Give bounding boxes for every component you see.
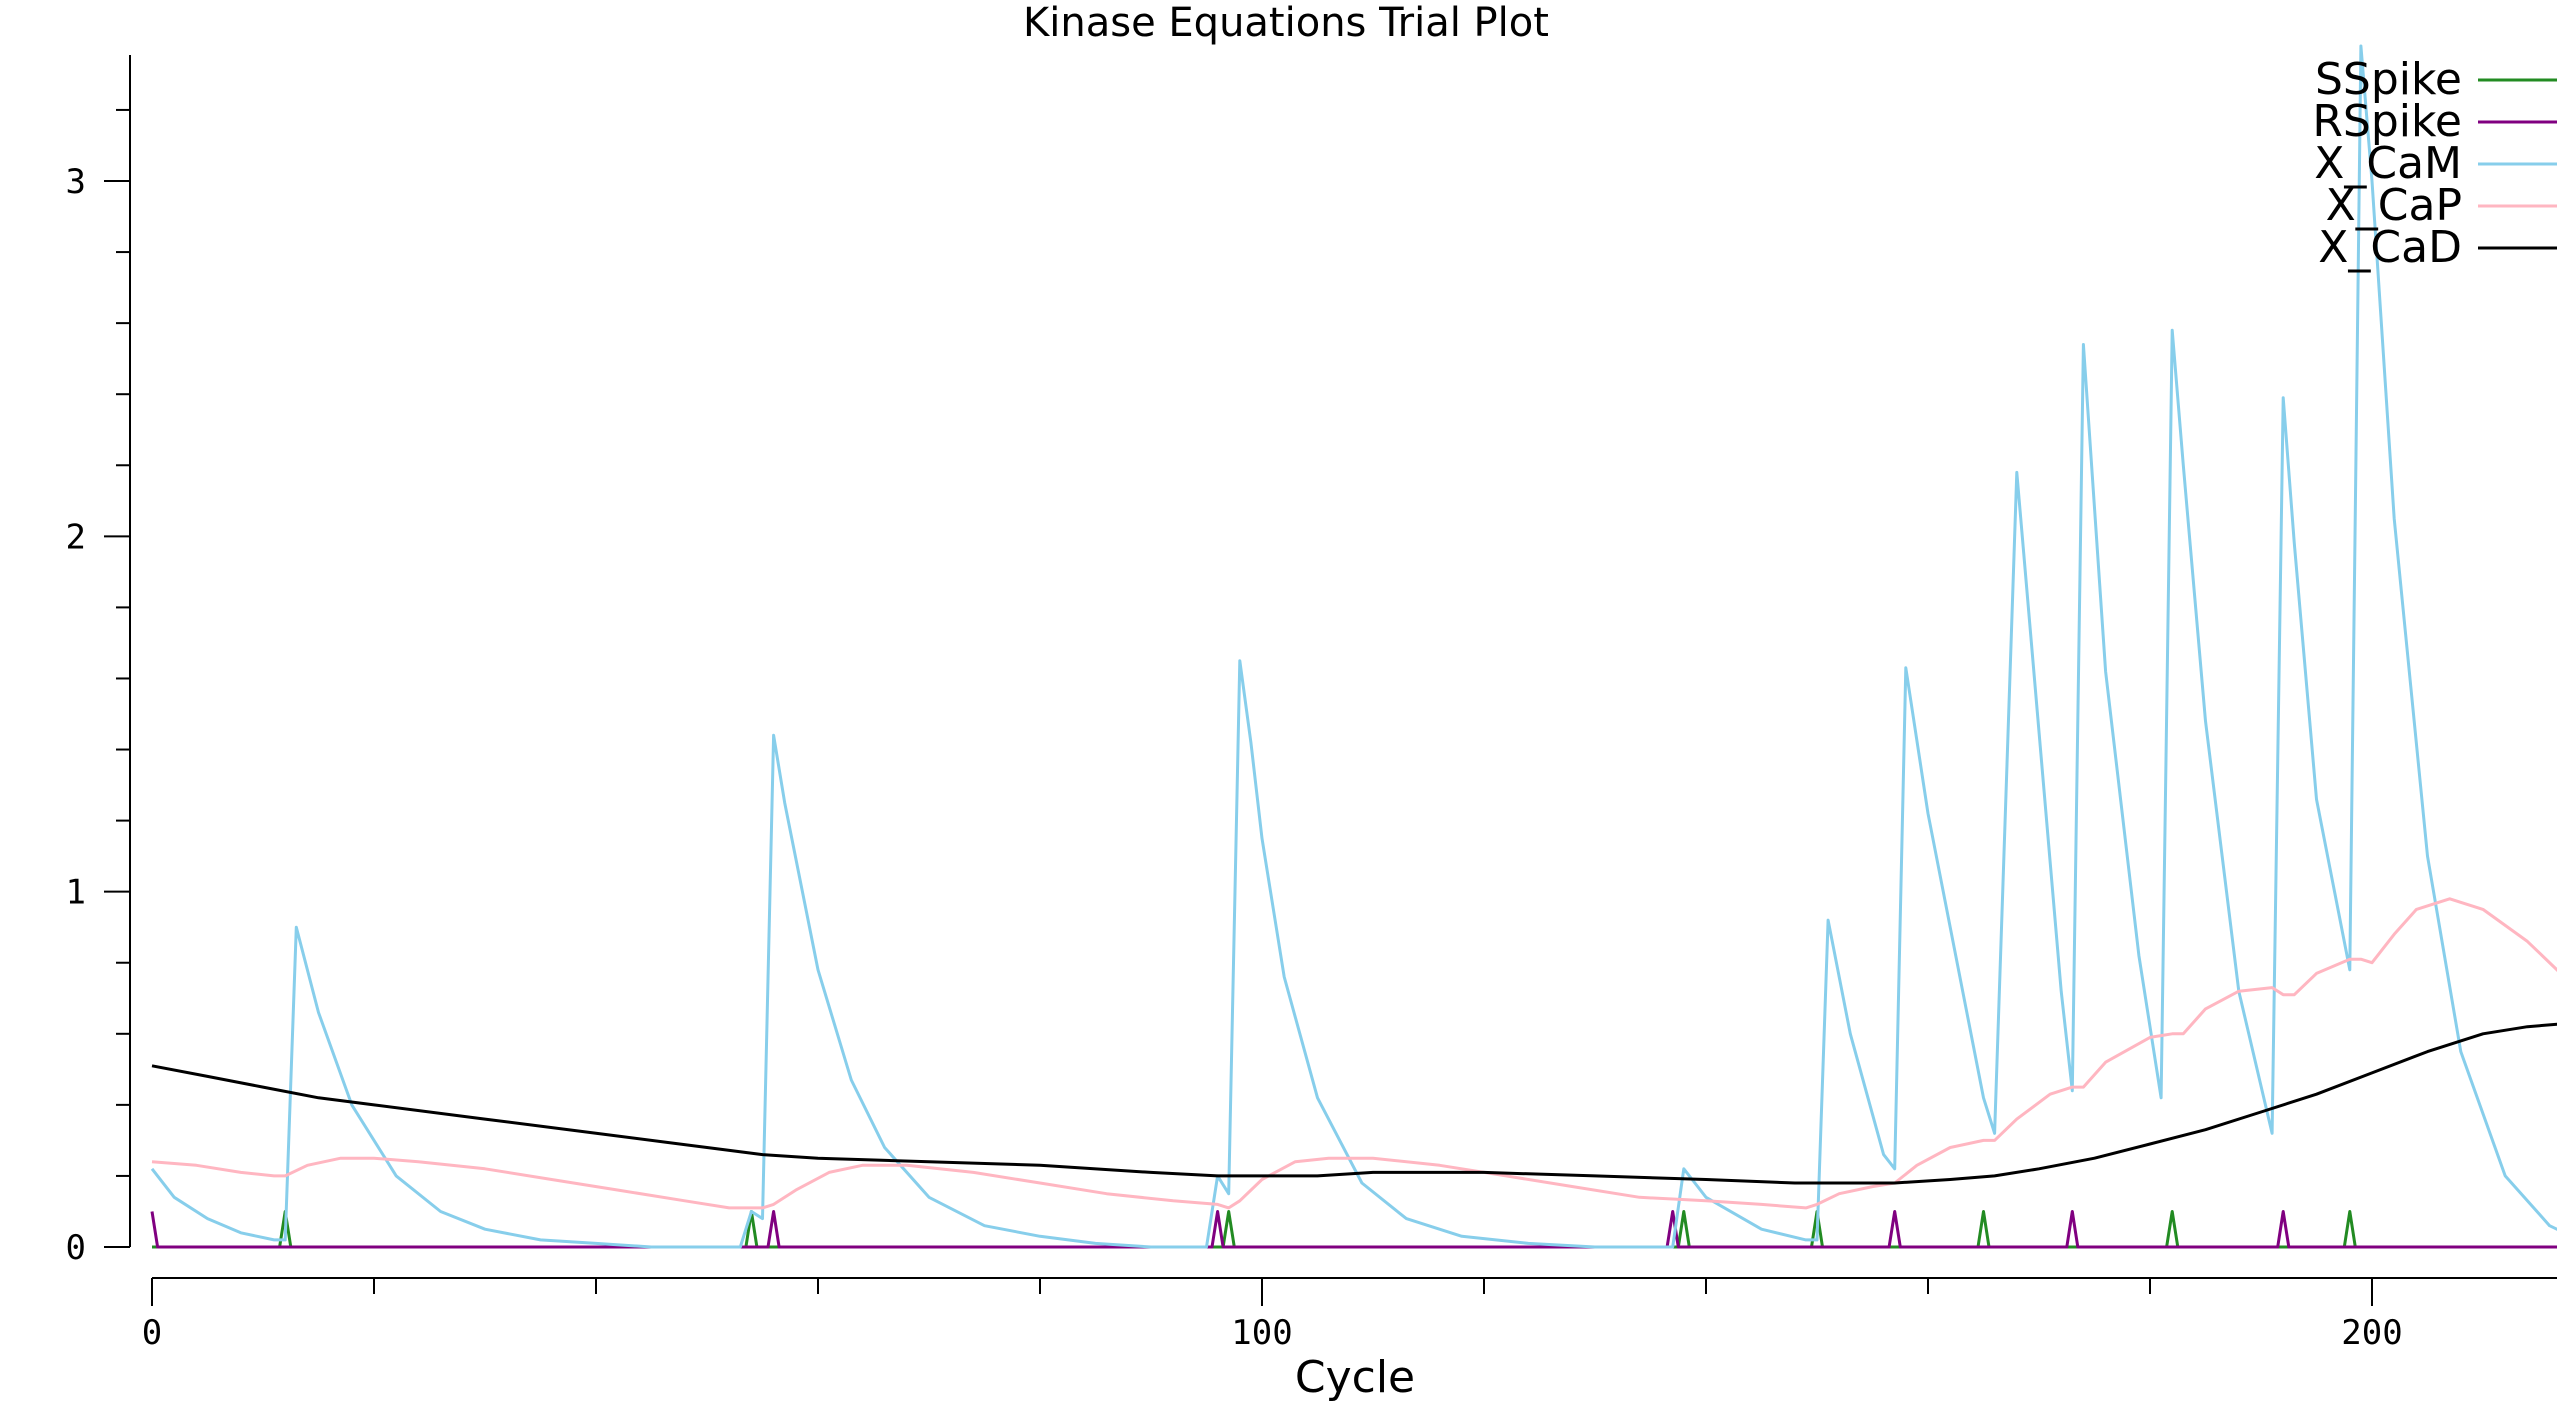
series-line-x-cam xyxy=(150,44,2557,1249)
series-line-rspike xyxy=(150,1210,2557,1249)
y-tick-label: 3 xyxy=(66,162,86,202)
x-tick-label: 200 xyxy=(2341,1313,2402,1353)
y-axis: 0 1 2 3 xyxy=(66,55,131,1268)
series-line-x-cap xyxy=(151,897,2557,1210)
x-axis: 0 100 200 xyxy=(142,1277,2557,1353)
x-tick-label: 0 xyxy=(142,1313,162,1353)
legend-label: X_CaM xyxy=(2314,138,2462,189)
x-tick-label: 100 xyxy=(1231,1313,1292,1353)
y-tick-label: 1 xyxy=(66,873,86,913)
legend-label: RSpike xyxy=(2312,96,2462,147)
x-axis-label: Cycle xyxy=(1295,1352,1415,1403)
y-tick-label: 2 xyxy=(66,517,86,557)
plot-area xyxy=(150,44,2557,1249)
legend-label: SSpike xyxy=(2315,54,2462,105)
legend-label: X_CaP xyxy=(2326,180,2462,231)
y-tick-label: 0 xyxy=(66,1228,86,1268)
series-line-x-cad xyxy=(151,1022,2557,1185)
legend-label: X_CaD xyxy=(2318,222,2462,273)
chart-title: Kinase Equations Trial Plot xyxy=(1023,0,1549,46)
